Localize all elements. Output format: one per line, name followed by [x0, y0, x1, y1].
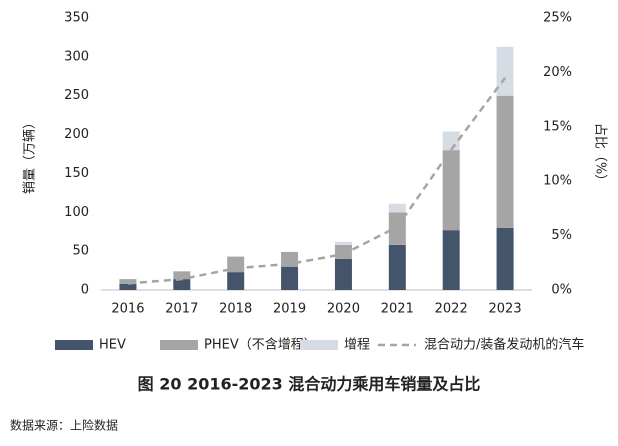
- y2-tick-label: 15%: [543, 119, 572, 134]
- bar-segment: [388, 244, 406, 290]
- legend-swatch: [55, 340, 93, 350]
- y2-tick-label: 0%: [551, 283, 572, 298]
- legend-label: 混合动力/装备发动机的汽车: [424, 337, 584, 353]
- x-tick-label: 2018: [219, 302, 252, 317]
- x-tick-label: 2021: [381, 302, 414, 317]
- bar-segment: [442, 150, 460, 231]
- line-series: [127, 77, 507, 285]
- bar-segment: [334, 244, 352, 259]
- bar-segment: [227, 272, 245, 290]
- bar-segment: [119, 279, 137, 284]
- y-tick-label: 50: [72, 244, 89, 259]
- y-tick-label: 100: [64, 205, 89, 220]
- x-tick-label: 2016: [111, 302, 144, 317]
- source-note: 数据来源：上险数据: [10, 418, 118, 433]
- bar-segment: [334, 241, 352, 245]
- bar-segment: [442, 131, 460, 151]
- legend-label: PHEV（不含增程）: [204, 337, 317, 353]
- x-tick-label: 2017: [165, 302, 198, 317]
- y2-tick-label: 10%: [543, 174, 572, 189]
- y-tick-label: 0: [81, 283, 89, 298]
- y2-tick-label: 25%: [543, 11, 572, 26]
- y2-tick-label: 20%: [543, 65, 572, 80]
- legend-label: 增程: [344, 338, 370, 353]
- y-tick-label: 250: [64, 88, 89, 103]
- x-tick-label: 2020: [327, 302, 360, 317]
- chart-title: 图 20 2016-2023 混合动力乘用车销量及占比: [138, 375, 481, 394]
- y-tick-label: 150: [64, 166, 89, 181]
- y-tick-label: 200: [64, 127, 89, 142]
- y2-tick-label: 5%: [551, 228, 572, 243]
- y2-axis-label: 占比（%）: [593, 123, 608, 187]
- bar-segment: [442, 230, 460, 290]
- y-axis-label: 销量（万辆）: [23, 116, 38, 194]
- bar-segment: [388, 212, 406, 245]
- legend-swatch: [160, 340, 198, 350]
- x-tick-label: 2022: [435, 302, 468, 317]
- y-tick-label: 350: [64, 11, 89, 26]
- bar-segment: [388, 203, 406, 213]
- legend-swatch: [300, 340, 338, 350]
- legend-label: HEV: [99, 338, 126, 353]
- bar-segment: [496, 95, 514, 228]
- bar-segment: [496, 46, 514, 96]
- bar-segment: [496, 227, 514, 290]
- bar-segment: [334, 258, 352, 290]
- y-tick-label: 300: [64, 49, 89, 64]
- bar-segment: [281, 266, 299, 290]
- bar-segment: [173, 271, 191, 280]
- bar-segment: [173, 279, 191, 290]
- bar-segment: [119, 283, 137, 290]
- x-tick-label: 2023: [489, 302, 522, 317]
- x-tick-label: 2019: [273, 302, 306, 317]
